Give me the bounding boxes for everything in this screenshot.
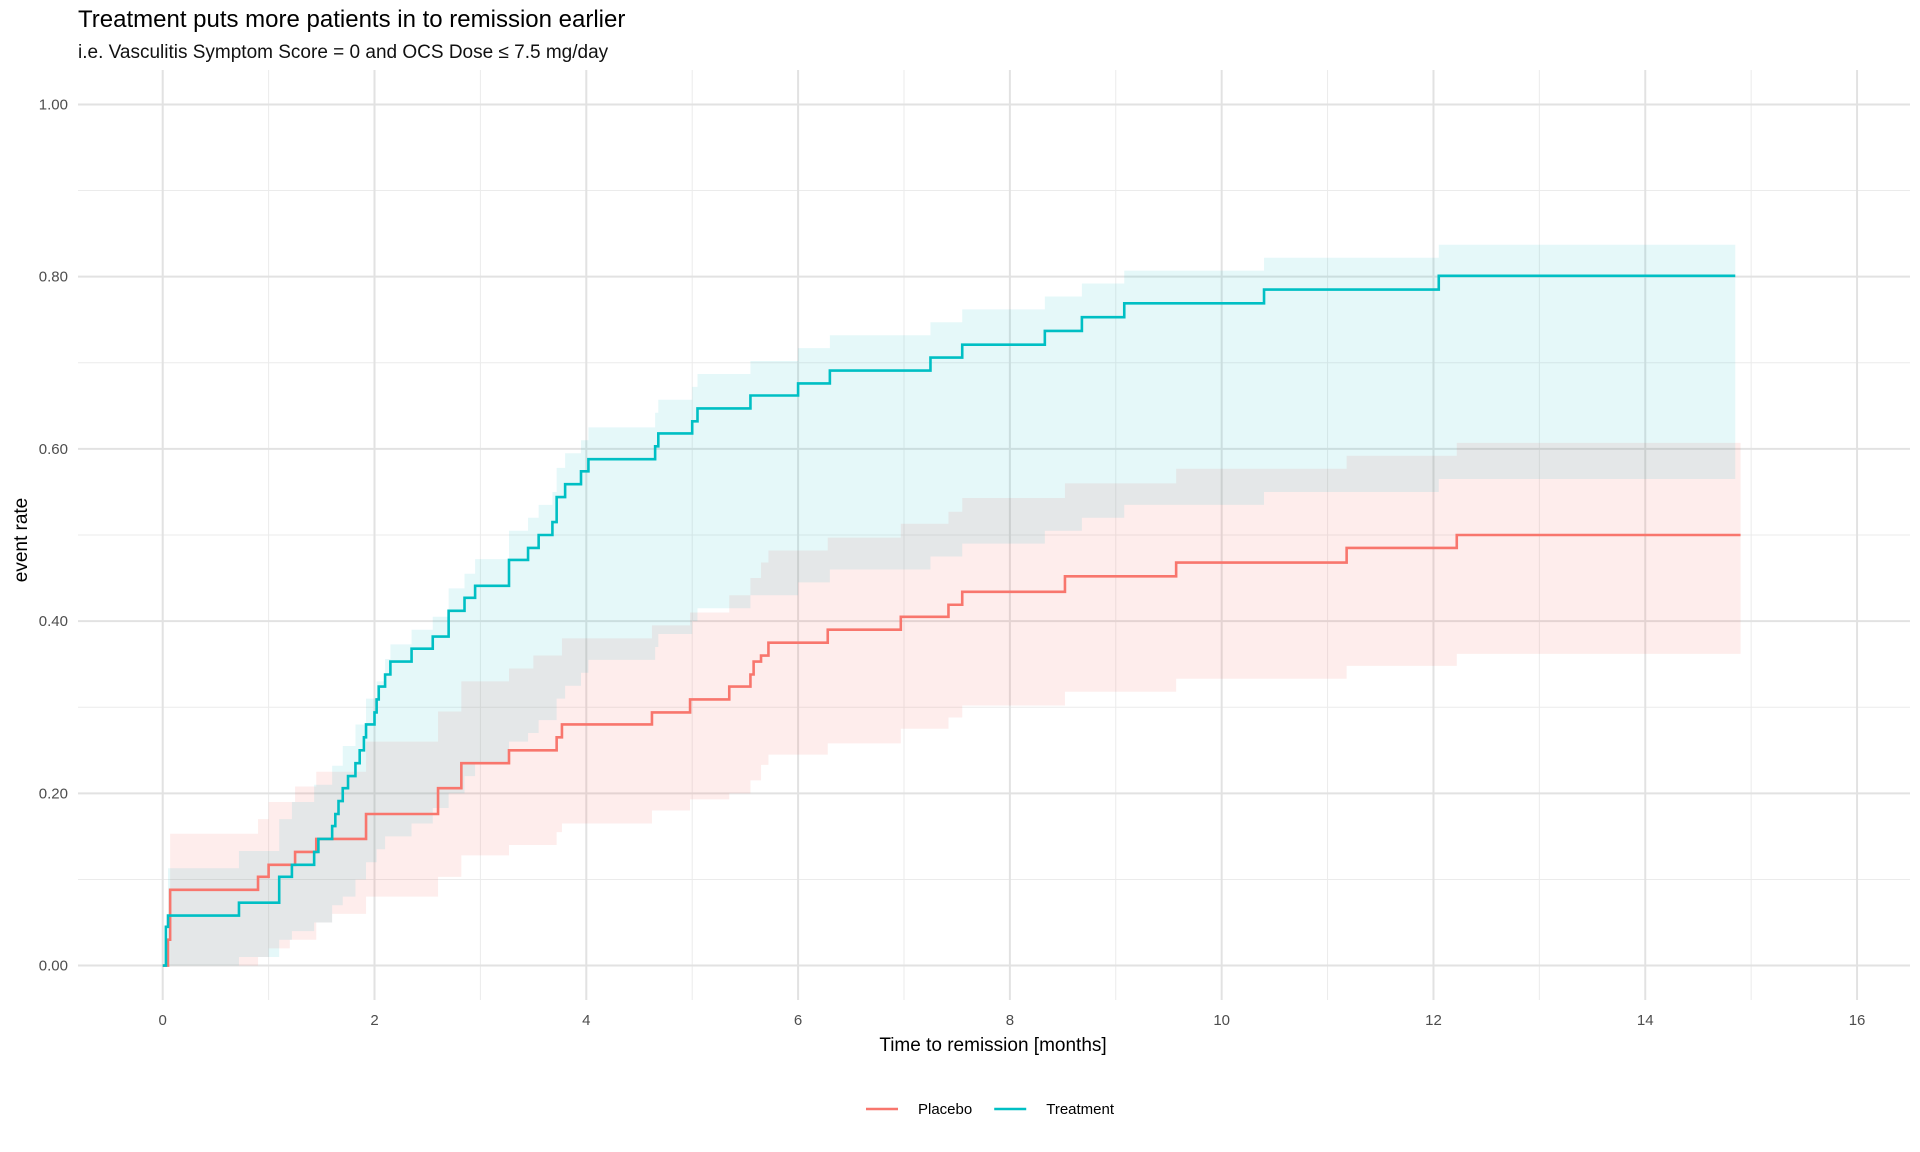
- y-tick-label: 1.00: [39, 96, 68, 113]
- survival-lines: [162, 274, 1741, 967]
- chart-subtitle: i.e. Vasculitis Symptom Score = 0 and OC…: [78, 42, 609, 63]
- series-line-placebo: [162, 533, 1741, 967]
- y-tick-label: 0.60: [39, 441, 68, 458]
- legend: Placebo Treatment: [866, 1101, 1115, 1118]
- confidence-band-placebo: [162, 442, 1741, 966]
- x-tick-label: 12: [1425, 1012, 1442, 1029]
- x-tick-label: 6: [794, 1012, 802, 1029]
- y-axis-title: event rate: [11, 498, 32, 583]
- x-tick-label: 8: [1006, 1012, 1014, 1029]
- y-tick-label: 0.20: [39, 785, 68, 802]
- y-tick-label: 0.00: [39, 958, 68, 975]
- x-tick-label: 0: [159, 1012, 167, 1029]
- series-line-treatment: [162, 274, 1736, 967]
- legend-label-treatment: Treatment: [1046, 1101, 1115, 1118]
- x-tick-label: 2: [370, 1012, 378, 1029]
- y-axis-ticks: 0.00 0.20 0.40 0.60 0.80 1.00: [39, 96, 68, 974]
- y-tick-label: 0.40: [39, 613, 68, 630]
- major-gridlines: [78, 70, 1910, 1000]
- x-tick-label: 14: [1637, 1012, 1654, 1029]
- y-tick-label: 0.80: [39, 269, 68, 286]
- x-tick-label: 16: [1849, 1012, 1866, 1029]
- confidence-band-treatment: [162, 244, 1736, 966]
- chart-title: Treatment puts more patients in to remis…: [78, 6, 626, 33]
- x-axis-title: Time to remission [months]: [879, 1035, 1106, 1056]
- x-tick-label: 10: [1213, 1012, 1230, 1029]
- legend-label-placebo: Placebo: [918, 1101, 972, 1118]
- x-axis-ticks: 0 2 4 6 8 10 12 14 16: [159, 1012, 1866, 1029]
- x-tick-label: 4: [582, 1012, 590, 1029]
- confidence-bands: [162, 244, 1741, 966]
